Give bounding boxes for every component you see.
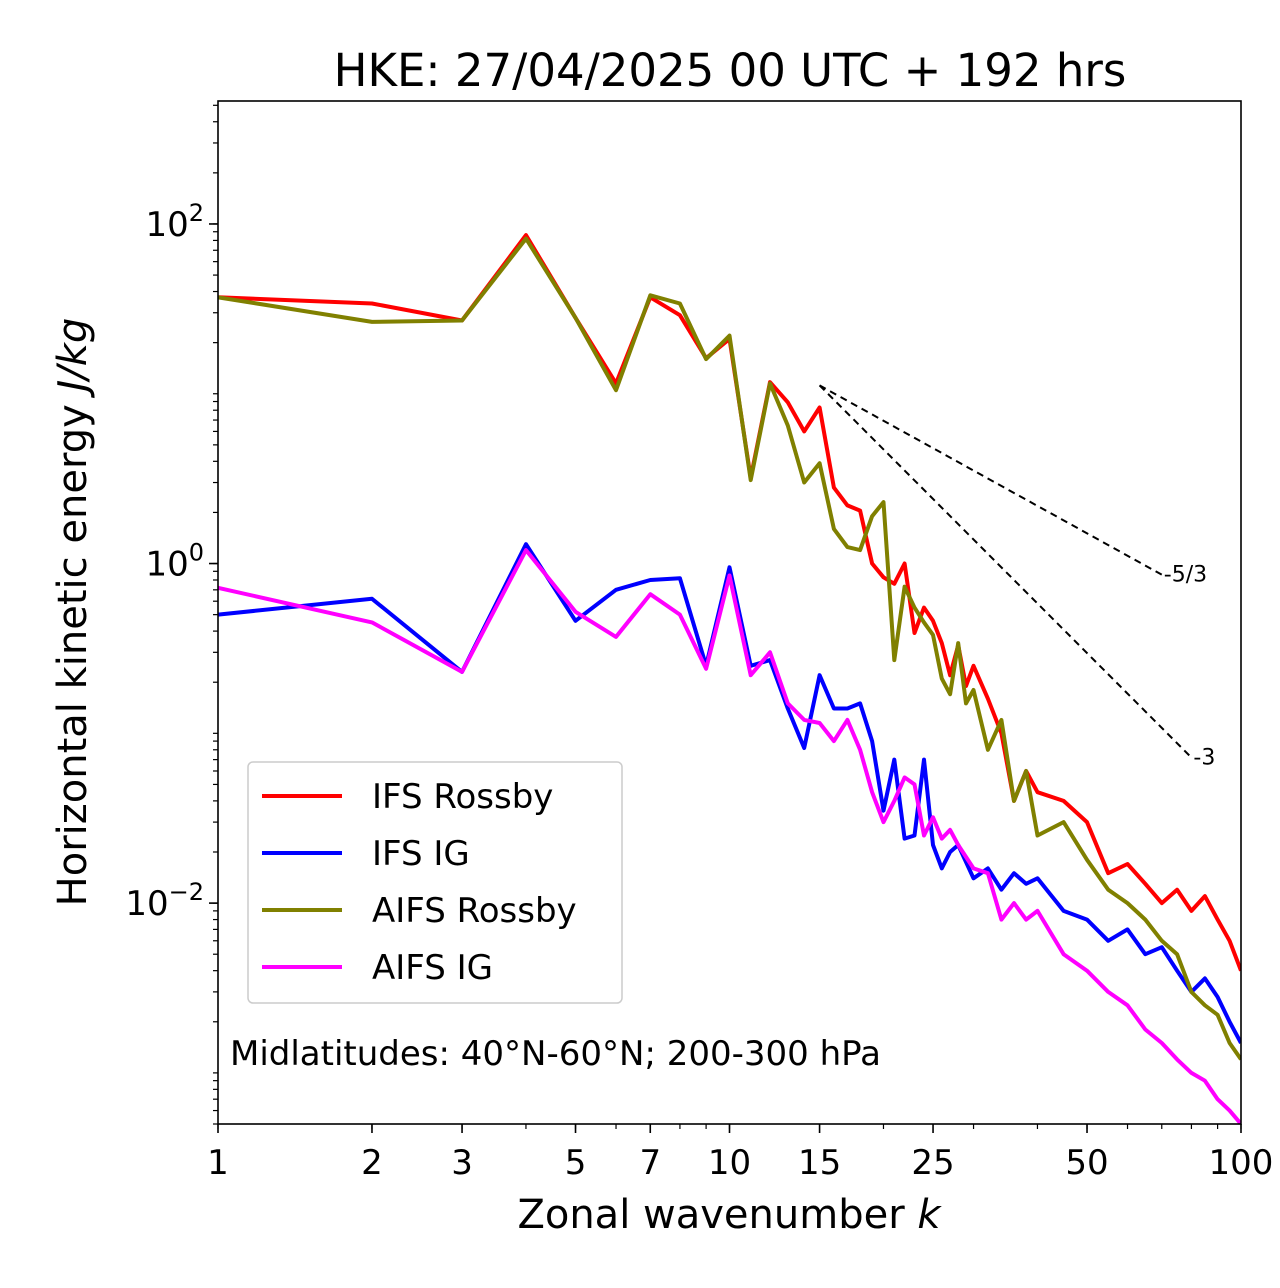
y-axis-label-text: Horizontal kinetic energy	[50, 404, 96, 906]
reference-label-1: -3	[1193, 746, 1215, 771]
series-line-1	[218, 542, 1241, 1044]
reference-line-0	[819, 384, 1163, 576]
x-tick-label: 3	[451, 1143, 473, 1183]
series-layer	[218, 233, 1241, 1124]
chart-title: HKE: 27/04/2025 00 UTC + 192 hrs	[334, 44, 1127, 97]
x-axis-label-var: k	[917, 1192, 942, 1238]
legend-label-3: AIFS IG	[372, 948, 493, 988]
y-axis-label: Horizontal kinetic energy J/kg	[50, 318, 96, 907]
y-tick-label: 100	[145, 539, 204, 585]
x-tick-label: 2	[361, 1143, 383, 1183]
x-tick-label: 15	[798, 1143, 841, 1183]
legend: IFS Rossby IFS IG AIFS Rossby AIFS IG	[247, 761, 623, 1004]
legend-label-2: AIFS Rossby	[372, 891, 577, 931]
x-tick-label: 1	[207, 1143, 229, 1183]
x-tick-label: 25	[911, 1143, 954, 1183]
x-axis-label: Zonal wavenumber k	[517, 1192, 942, 1238]
legend-entries: IFS Rossby IFS IG AIFS Rossby AIFS IG	[262, 777, 577, 988]
y-tick-label: 102	[145, 199, 204, 245]
legend-label-1: IFS IG	[372, 834, 470, 874]
x-tick-label: 50	[1065, 1143, 1108, 1183]
y-axis-label-unit: J/kg	[50, 318, 96, 399]
x-axis-label-text: Zonal wavenumber	[517, 1192, 905, 1238]
reference-label-0: -5/3	[1164, 563, 1207, 588]
region-annotation: Midlatitudes: 40°N-60°N; 200-300 hPa	[230, 1034, 881, 1074]
x-tick-label: 10	[708, 1143, 751, 1183]
reference-lines: -5/3 -3	[818, 384, 1215, 771]
series-line-3	[218, 548, 1241, 1124]
legend-box	[247, 761, 623, 1004]
legend-label-0: IFS Rossby	[372, 777, 553, 817]
y-tick-label: 10−2	[125, 878, 204, 924]
x-axis: 1 2 3 5 7 10 15 25 50 100	[207, 1124, 1273, 1183]
x-tick-label: 5	[565, 1143, 587, 1183]
x-tick-label: 7	[639, 1143, 661, 1183]
y-axis: 10−2 100 102	[125, 104, 218, 1125]
x-tick-label: 100	[1209, 1143, 1274, 1183]
series-line-2	[218, 236, 1241, 1061]
reference-line-1	[818, 384, 1193, 759]
